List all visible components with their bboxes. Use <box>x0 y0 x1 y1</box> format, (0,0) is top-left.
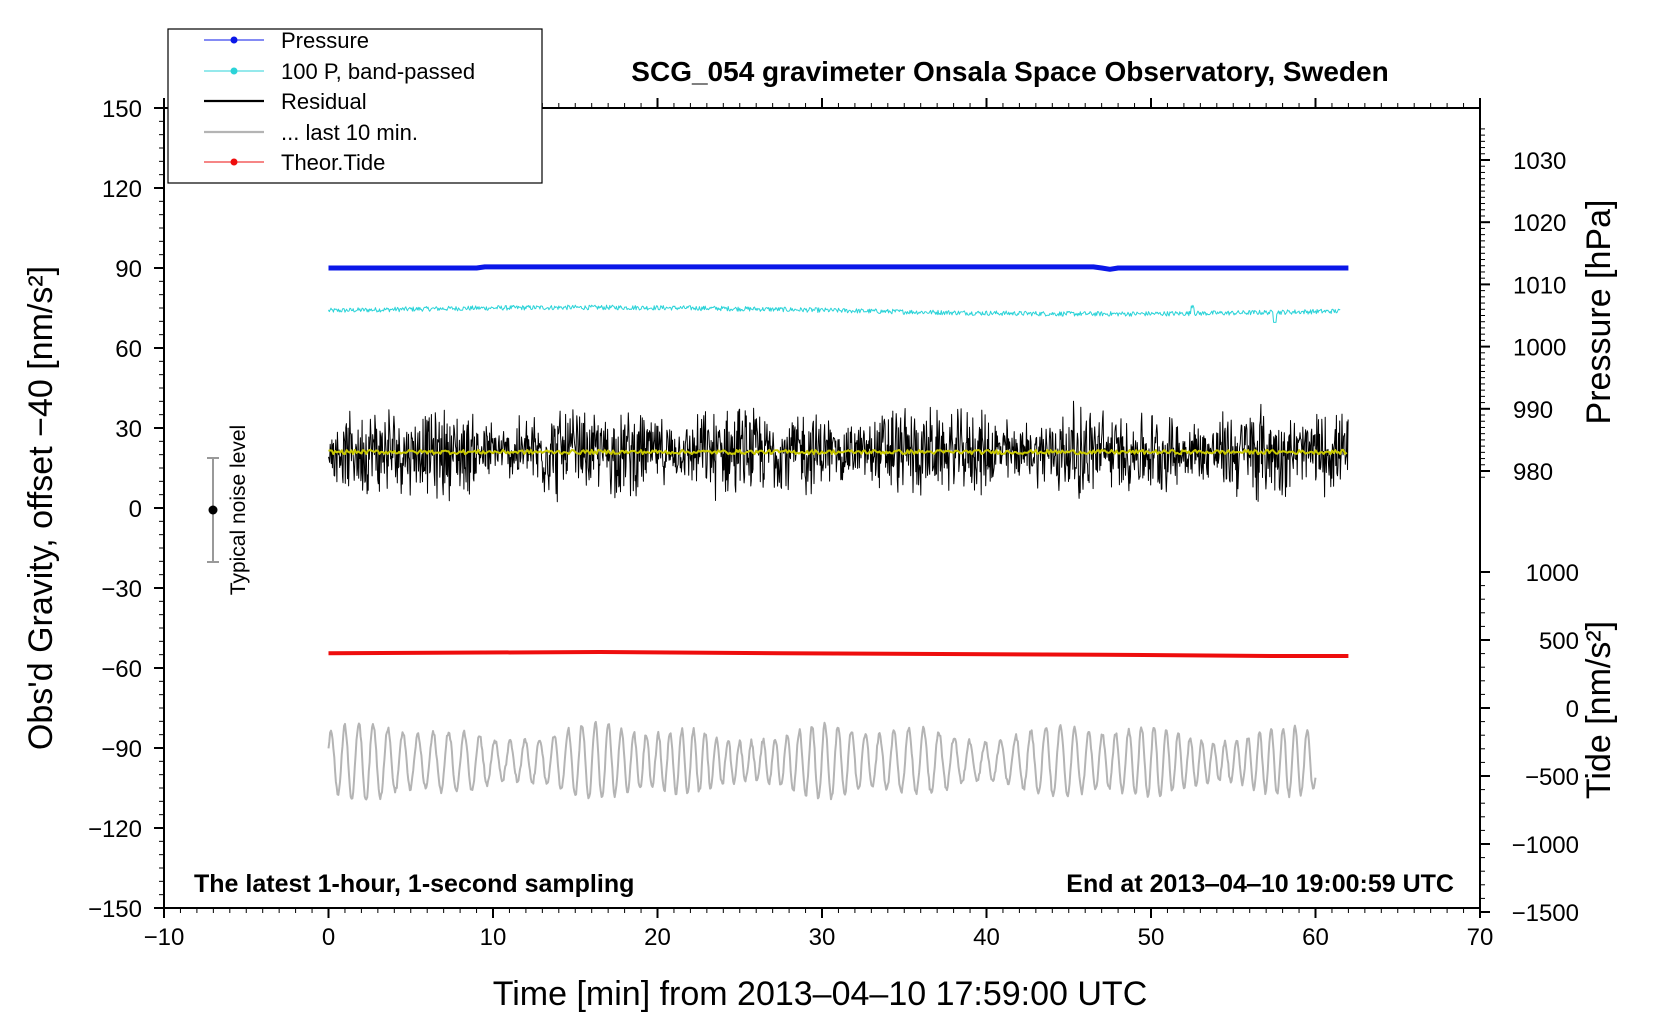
y-left-tick-label: 60 <box>115 336 142 363</box>
legend-item-pressure: Pressure <box>204 28 369 53</box>
series-pressure <box>328 264 1349 272</box>
x-tick-label: 10 <box>480 924 507 951</box>
pressure-tick-label: 1010 <box>1513 272 1566 299</box>
noise-level-indicator: Typical noise level <box>207 425 250 595</box>
legend: Pressure 100 P, band‑passed Residual ...… <box>167 28 543 184</box>
series-band-passed-pressure <box>328 304 1341 323</box>
legend-item-residual: Residual <box>204 89 367 114</box>
y-left-tick-label: 150 <box>102 96 142 123</box>
end-time-annotation: End at 2013‒04‒10 19:00:59 UTC <box>1066 870 1454 898</box>
y-left-tick-label: 30 <box>115 416 142 443</box>
noise-label: Typical noise level <box>227 425 250 595</box>
y-left-tick-label: −120 <box>88 816 142 843</box>
x-tick-label: 0 <box>322 924 335 951</box>
tide-tick-label: −1500 <box>1512 900 1579 927</box>
legend-item-last-10-min: ... last 10 min. <box>204 120 418 145</box>
y-axis-tide-title: Tide [nm/s²] <box>1580 621 1618 799</box>
pressure-tick-label: 980 <box>1513 459 1553 486</box>
legend-item-band-passed: 100 P, band‑passed <box>204 59 475 84</box>
pressure-tick-label: 1030 <box>1513 148 1566 175</box>
tide-tick-label: −500 <box>1525 764 1579 791</box>
y-left-tick-label: −30 <box>101 576 142 603</box>
y-left-tick-label: 120 <box>102 176 142 203</box>
legend-box <box>167 28 543 184</box>
x-tick-label: 20 <box>644 924 671 951</box>
legend-label-residual: Residual <box>281 89 367 114</box>
y-left-tick-label: −90 <box>101 736 142 763</box>
legend-label-last-10-min: ... last 10 min. <box>281 120 418 145</box>
x-tick-label: 50 <box>1138 924 1165 951</box>
y-left-tick-label: −150 <box>88 896 142 923</box>
tide-tick-label: 500 <box>1539 628 1579 655</box>
plot-frame <box>163 107 1481 909</box>
legend-label-pressure: Pressure <box>281 28 369 53</box>
axis-ticks: −10 0 10 20 30 40 50 60 70−150−120−90−60−3003060… <box>88 96 1579 951</box>
y-left-tick-label: 0 <box>129 496 142 523</box>
y-left-tick-label: −60 <box>101 656 142 683</box>
series-last-10-min <box>327 720 1317 801</box>
legend-item-theor-tide: Theor.Tide <box>204 150 385 175</box>
x-tick-label: 40 <box>973 924 1000 951</box>
tide-tick-label: 1000 <box>1526 560 1579 587</box>
x-tick-label: −10 <box>144 924 185 951</box>
legend-label-band-passed: 100 P, band‑passed <box>281 59 475 84</box>
chart-title: SCG_054 gravimeter Onsala Space Observat… <box>631 56 1388 87</box>
pressure-tick-label: 1000 <box>1513 335 1566 362</box>
series-layer <box>327 264 1349 801</box>
y-axis-left-title: Obs'd Gravity, offset −40 [nm/s²] <box>22 266 60 750</box>
y-left-tick-label: 90 <box>115 256 142 283</box>
pressure-tick-label: 990 <box>1513 397 1553 424</box>
pressure-tick-label: 1020 <box>1513 210 1566 237</box>
x-tick-label: 70 <box>1467 924 1494 951</box>
series-theor-tide <box>328 650 1349 658</box>
x-axis-title: Time [min] from 2013‒04‒10 17:59:00 UTC <box>493 975 1148 1013</box>
tide-tick-label: 0 <box>1566 696 1579 723</box>
noise-bar-center-dot <box>208 505 218 515</box>
series-residual-smoothed <box>328 448 1348 456</box>
x-tick-label: 30 <box>809 924 836 951</box>
x-tick-label: 60 <box>1302 924 1329 951</box>
legend-marker-theor-tide <box>230 158 238 166</box>
legend-label-theor-tide: Theor.Tide <box>281 150 385 175</box>
tide-tick-label: −1000 <box>1512 832 1579 859</box>
y-axis-pressure-title: Pressure [hPa] <box>1580 200 1618 425</box>
legend-marker-pressure <box>230 36 238 44</box>
legend-marker-band-passed <box>230 67 238 75</box>
sampling-annotation: The latest 1‑hour, 1‑second sampling <box>194 870 634 898</box>
